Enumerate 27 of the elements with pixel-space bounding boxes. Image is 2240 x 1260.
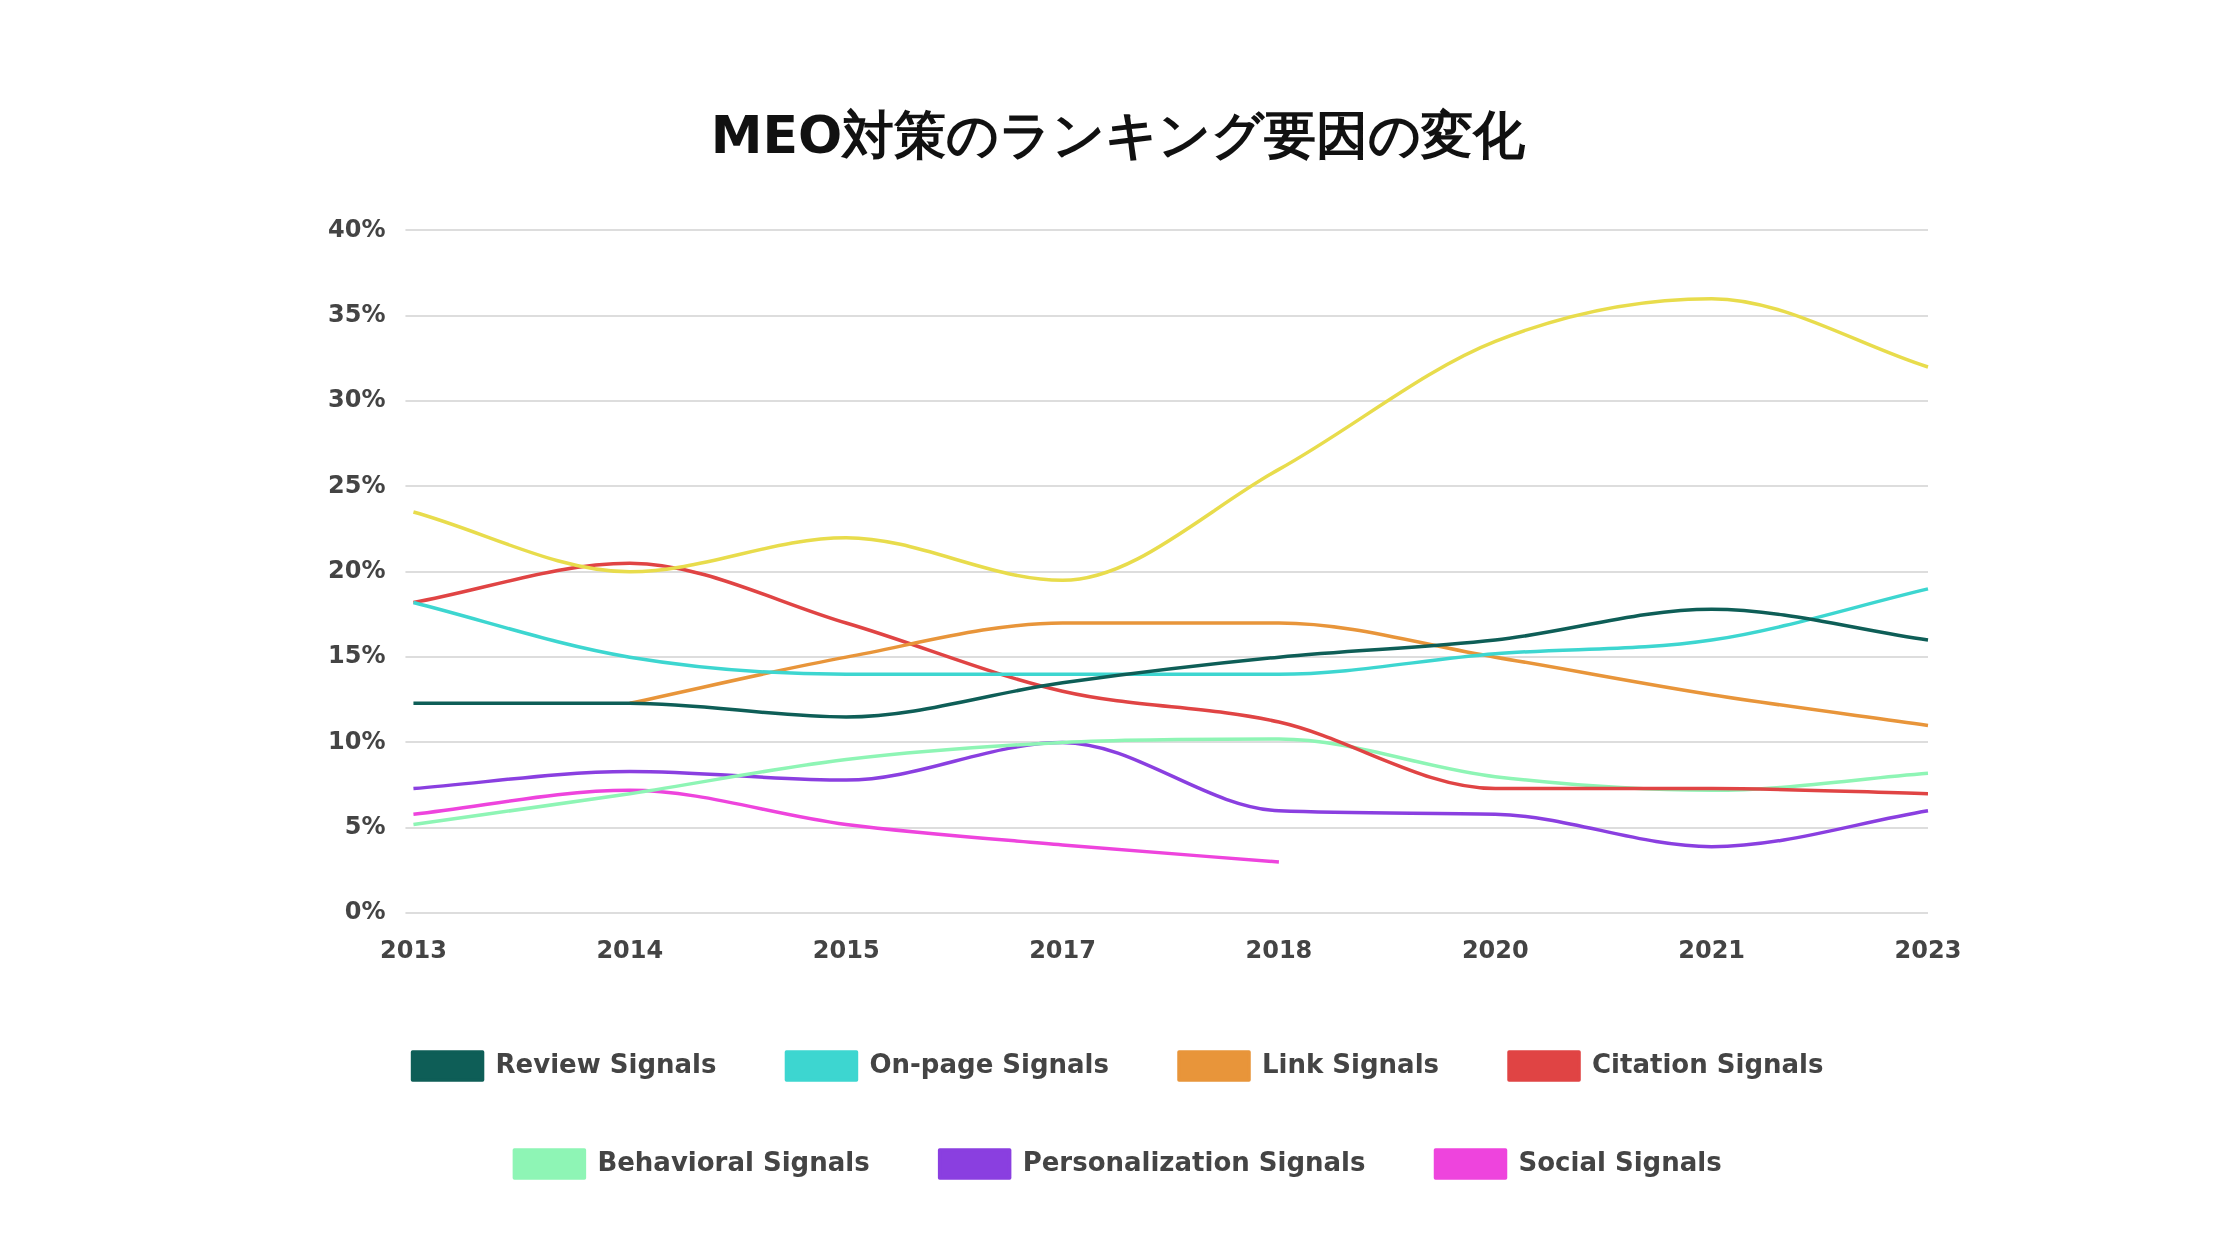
y-tick-label: 40%	[327, 214, 386, 243]
x-tick-label: 2018	[1245, 935, 1313, 964]
legend-label: Behavioral Signals	[597, 1146, 870, 1177]
x-tick-label: 2015	[812, 935, 880, 964]
legend-label: On-page Signals	[869, 1048, 1110, 1079]
line-series	[628, 621, 1930, 728]
y-tick-label: 30%	[327, 385, 386, 414]
legend-label: Social Signals	[1518, 1146, 1722, 1177]
x-tick-label: 2023	[1894, 935, 1962, 964]
x-tick-label: 2020	[1461, 935, 1529, 964]
y-tick-label: 10%	[327, 726, 386, 755]
line-series	[411, 788, 1281, 864]
y-tick-label: 35%	[327, 299, 386, 328]
y-tick-label: 15%	[327, 641, 386, 670]
x-tick-label: 2014	[596, 935, 664, 964]
y-tick-label: 0%	[344, 897, 386, 926]
y-tick-label: 5%	[344, 812, 386, 841]
y-tick-label: 25%	[327, 470, 386, 499]
legend-label: Review Signals	[495, 1048, 717, 1079]
x-tick-label: 2017	[1029, 935, 1096, 964]
x-tick-label: 2013	[380, 935, 447, 964]
legend-label: Personalization Signals	[1022, 1146, 1366, 1177]
chart-title: MEO対策のランキング要因の変化	[710, 104, 1527, 165]
legend-label: Link Signals	[1262, 1048, 1440, 1079]
y-tick-label: 20%	[327, 556, 386, 585]
legend-label: Citation Signals	[1592, 1048, 1824, 1079]
x-tick-label: 2021	[1678, 935, 1746, 964]
